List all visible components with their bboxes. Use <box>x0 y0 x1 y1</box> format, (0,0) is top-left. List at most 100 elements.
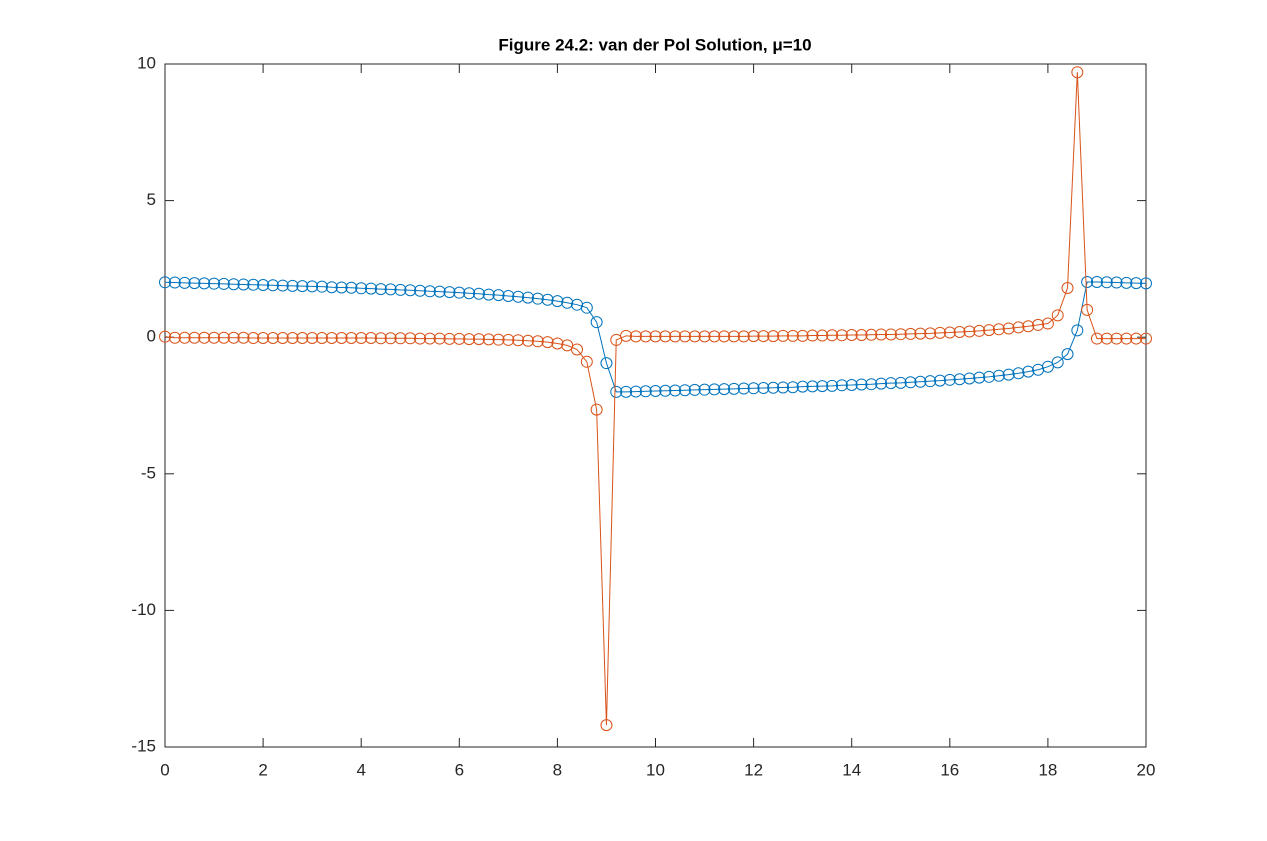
marker <box>433 285 446 298</box>
marker <box>453 286 466 299</box>
marker <box>159 330 171 343</box>
marker <box>806 329 819 342</box>
marker <box>188 331 201 344</box>
marker <box>767 381 780 394</box>
marker <box>1100 332 1113 345</box>
marker <box>521 334 534 347</box>
marker <box>933 326 946 339</box>
marker <box>276 332 289 345</box>
marker <box>1051 309 1064 322</box>
marker <box>708 330 721 343</box>
marker <box>826 379 839 392</box>
marker <box>580 301 593 314</box>
marker <box>1002 322 1015 335</box>
marker <box>629 330 642 343</box>
x-tick-label: 10 <box>646 760 665 779</box>
marker <box>1090 276 1103 289</box>
marker <box>777 329 790 342</box>
marker <box>286 279 299 292</box>
marker <box>767 330 780 343</box>
marker <box>894 376 907 389</box>
marker <box>953 373 966 386</box>
marker <box>894 328 907 341</box>
marker <box>551 295 564 308</box>
marker <box>443 286 456 299</box>
marker <box>845 379 858 392</box>
marker <box>718 330 731 343</box>
marker <box>178 331 191 344</box>
marker <box>414 284 427 297</box>
marker <box>914 375 927 388</box>
marker <box>365 282 378 295</box>
marker <box>306 280 319 293</box>
marker <box>963 325 976 338</box>
marker <box>796 380 809 393</box>
marker <box>1071 324 1084 337</box>
x-tick-label: 18 <box>1038 760 1057 779</box>
marker <box>727 382 740 395</box>
marker <box>345 332 358 345</box>
marker <box>747 330 760 343</box>
y-tick-label: -5 <box>141 463 156 482</box>
marker <box>757 330 770 343</box>
marker <box>394 283 407 296</box>
marker <box>1071 66 1084 79</box>
marker <box>649 385 662 398</box>
marker <box>198 331 211 344</box>
marker <box>1041 317 1054 330</box>
marker <box>816 380 829 393</box>
marker <box>531 292 544 305</box>
marker <box>865 378 878 391</box>
marker <box>247 332 260 345</box>
marker <box>335 281 348 294</box>
x-tick-label: 20 <box>1137 760 1156 779</box>
marker <box>649 330 662 343</box>
marker <box>855 378 868 391</box>
marker <box>159 276 171 289</box>
marker <box>786 329 799 342</box>
x-tick-label: 6 <box>455 760 464 779</box>
marker <box>472 333 485 346</box>
marker <box>826 329 839 342</box>
marker <box>669 384 682 397</box>
marker <box>208 277 221 290</box>
y-tick-label: -10 <box>131 600 156 619</box>
marker <box>884 377 897 390</box>
marker <box>953 326 966 339</box>
marker <box>1051 356 1064 369</box>
marker <box>806 380 819 393</box>
marker <box>943 326 956 339</box>
marker <box>257 332 270 345</box>
marker <box>374 332 387 345</box>
marker <box>502 289 515 302</box>
marker <box>237 331 250 344</box>
marker <box>325 281 338 294</box>
marker <box>1002 368 1015 381</box>
marker <box>355 282 368 295</box>
marker <box>1120 332 1133 345</box>
marker <box>1022 365 1035 378</box>
marker <box>914 327 927 340</box>
marker <box>904 376 917 389</box>
marker <box>1140 332 1152 345</box>
marker <box>463 333 476 346</box>
x-tick-label: 0 <box>160 760 169 779</box>
marker <box>610 385 623 398</box>
marker <box>727 330 740 343</box>
marker <box>845 329 858 342</box>
marker <box>512 334 525 347</box>
marker <box>933 374 946 387</box>
marker <box>796 329 809 342</box>
marker <box>678 330 691 343</box>
marker <box>512 290 525 303</box>
marker <box>384 332 397 345</box>
marker <box>992 369 1005 382</box>
marker <box>590 316 603 329</box>
marker <box>296 280 309 293</box>
marker <box>835 329 848 342</box>
marker <box>315 332 328 345</box>
marker <box>1081 276 1094 289</box>
x-tick-label: 16 <box>940 760 959 779</box>
marker <box>276 279 289 292</box>
marker <box>1090 332 1103 345</box>
